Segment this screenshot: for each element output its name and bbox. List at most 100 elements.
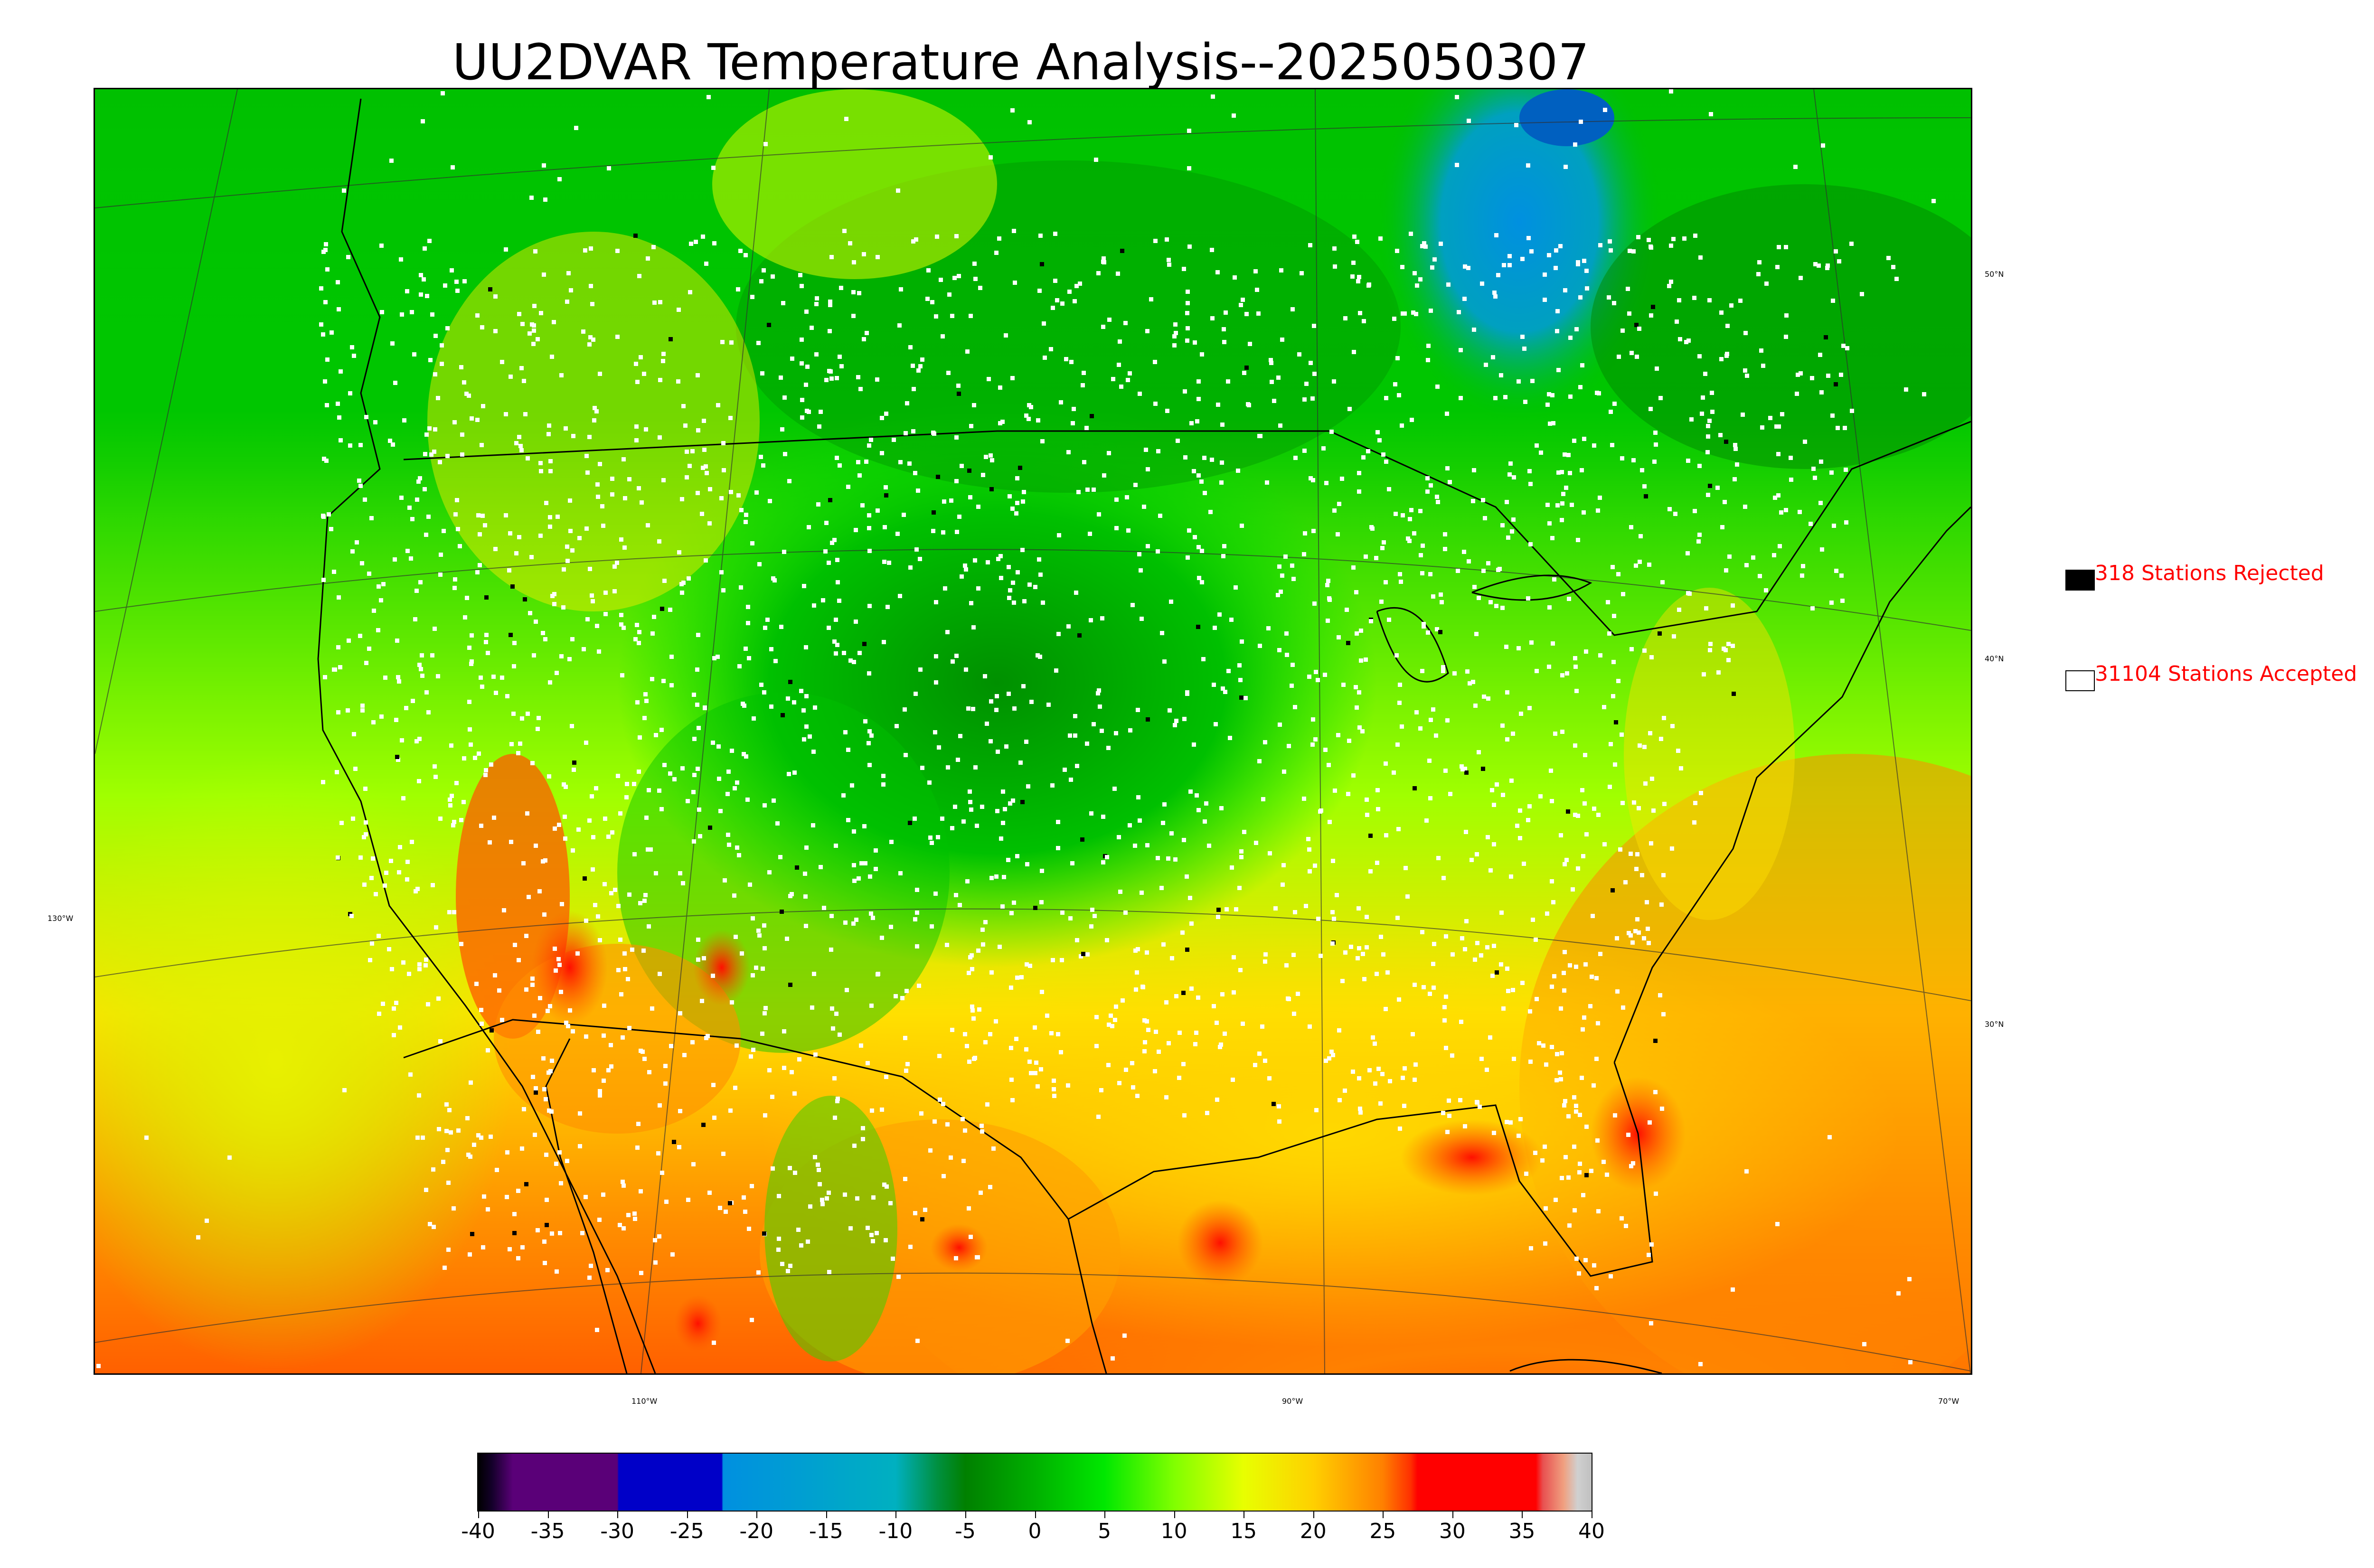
station-marker (1459, 348, 1463, 352)
station-marker (1268, 851, 1272, 855)
station-marker (1558, 1070, 1562, 1075)
station-marker (977, 1007, 981, 1012)
station-marker (1491, 355, 1495, 359)
station-marker (1472, 468, 1476, 472)
station-marker (1544, 1062, 1548, 1067)
station-marker (1590, 975, 1594, 979)
station-marker (1280, 573, 1284, 578)
station-marker (1560, 518, 1564, 522)
station-marker (1834, 569, 1838, 573)
station-marker (554, 968, 558, 973)
station-marker (642, 716, 647, 720)
station-marker (1105, 855, 1109, 859)
station-marker (1192, 742, 1196, 747)
station-marker (1455, 163, 1459, 167)
station-marker (1065, 1339, 1070, 1343)
station-marker (1507, 472, 1512, 477)
station-marker (823, 549, 828, 554)
station-marker (976, 505, 980, 509)
station-marker (565, 545, 569, 549)
station-marker (915, 1339, 920, 1343)
station-marker (1626, 287, 1630, 291)
station-marker (1475, 941, 1479, 945)
station-marker (1524, 1172, 1528, 1176)
station-marker (690, 449, 695, 453)
station-marker (1013, 281, 1017, 285)
station-marker (767, 323, 771, 327)
station-marker (414, 889, 418, 893)
station-marker (718, 1206, 722, 1210)
station-marker (701, 466, 705, 470)
station-marker (424, 690, 429, 695)
station-marker (1522, 347, 1526, 351)
station-marker (680, 591, 684, 595)
station-marker (733, 1086, 737, 1090)
station-marker (1355, 705, 1359, 710)
station-marker (1743, 331, 1748, 335)
station-marker (1040, 990, 1044, 994)
station-marker (465, 1116, 470, 1120)
station-marker (609, 1064, 613, 1069)
colorbar-tick-label: 35 (1508, 1519, 1536, 1543)
station-marker (726, 770, 731, 774)
station-marker (1580, 363, 1584, 367)
station-marker (493, 547, 498, 551)
station-marker (1829, 470, 1834, 475)
station-marker (1784, 245, 1788, 249)
station-marker (859, 861, 864, 865)
station-marker (357, 479, 361, 483)
station-marker (1442, 1005, 1447, 1009)
station-marker (787, 479, 791, 483)
station-marker (1719, 357, 1724, 361)
colorbar-tick-mark (756, 1511, 758, 1518)
station-marker (797, 1057, 801, 1061)
station-marker (1626, 1133, 1630, 1137)
station-marker (1067, 290, 1072, 294)
station-marker (1043, 356, 1047, 360)
station-marker (652, 300, 657, 305)
station-marker (1425, 489, 1430, 494)
station-marker (1367, 282, 1371, 287)
station-marker (1591, 914, 1595, 918)
station-marker (1530, 379, 1535, 383)
station-marker (1172, 343, 1177, 347)
station-marker (681, 881, 685, 885)
station-marker (856, 460, 860, 464)
station-marker (1444, 1046, 1448, 1050)
station-marker (1673, 512, 1677, 516)
station-marker (1583, 1258, 1588, 1262)
station-marker (537, 889, 542, 893)
station-marker (1541, 1043, 1545, 1048)
station-marker (1384, 833, 1388, 837)
station-marker (1646, 927, 1650, 931)
station-marker (947, 292, 951, 297)
station-marker (1669, 244, 1673, 248)
station-marker (815, 296, 819, 300)
station-marker (1706, 493, 1710, 497)
station-marker (835, 376, 839, 380)
station-marker (1559, 833, 1563, 837)
station-marker (1142, 1018, 1147, 1023)
station-marker (630, 948, 634, 952)
station-marker (548, 525, 552, 529)
station-marker (1337, 502, 1341, 506)
station-marker (658, 972, 662, 976)
station-marker (1183, 455, 1187, 460)
station-marker (632, 1211, 637, 1216)
station-marker (415, 887, 420, 891)
station-marker (841, 793, 846, 798)
station-marker (1371, 1035, 1375, 1040)
station-marker (884, 485, 888, 489)
station-marker (462, 800, 466, 804)
station-marker (1608, 785, 1612, 789)
station-marker (432, 1225, 436, 1229)
station-marker (696, 958, 700, 962)
station-marker (1187, 528, 1191, 533)
station-marker (696, 767, 700, 771)
station-marker (1676, 749, 1680, 753)
station-marker (1444, 934, 1448, 939)
station-marker (1435, 495, 1439, 499)
station-marker (1121, 998, 1125, 1003)
station-marker (1708, 642, 1713, 646)
station-marker (613, 888, 617, 892)
